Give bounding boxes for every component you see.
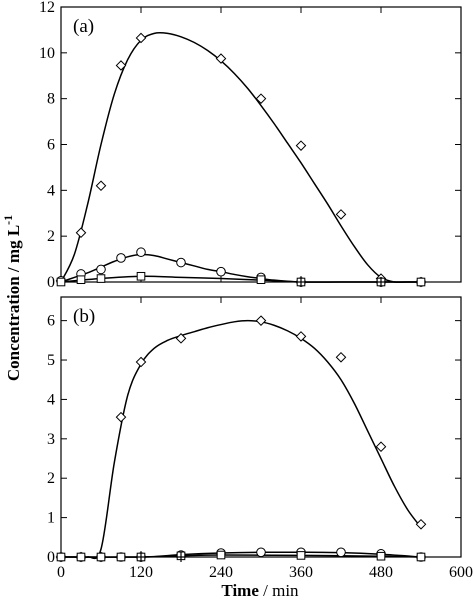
y-tick-label: 12 — [39, 0, 55, 16]
panel-b: 0 1 2 3 4 5 6 0 120 240 360 480 600 (b) — [47, 296, 473, 581]
x-tick-label: 120 — [129, 564, 153, 581]
circle-marker — [96, 264, 106, 275]
diamond-series-curve — [60, 319, 422, 560]
plus-marker — [296, 277, 306, 287]
circle-marker — [136, 247, 146, 258]
square-marker — [76, 275, 86, 285]
plus-marker — [136, 552, 146, 562]
square-marker — [256, 275, 266, 285]
square-marker — [116, 552, 126, 562]
x-axis-title-main: Time — [221, 581, 259, 600]
square-marker — [416, 552, 426, 562]
square-marker — [416, 277, 426, 287]
panel-a: 0 2 4 6 8 10 12 (a) — [39, 0, 462, 291]
square-marker — [96, 274, 106, 283]
circle-marker — [116, 253, 126, 263]
y-tick-label: 6 — [47, 137, 55, 154]
square-marker — [376, 551, 386, 561]
y-tick-label: 6 — [47, 313, 55, 330]
diamond-marker — [295, 140, 307, 151]
diamond-marker — [175, 333, 187, 344]
x-tick-label: 240 — [209, 564, 233, 581]
diamond-marker — [255, 93, 267, 104]
diamond-marker — [75, 227, 87, 239]
square-marker — [76, 552, 86, 562]
square-marker — [136, 271, 146, 281]
y-tick-label: 0 — [47, 549, 55, 566]
y-axis-title-main: Concentration / mg L — [4, 225, 23, 381]
y-tick-label: 2 — [47, 228, 55, 245]
y-tick-label: 0 — [47, 274, 55, 291]
square-marker — [216, 550, 226, 560]
diamond-marker — [115, 411, 127, 423]
square-marker — [96, 552, 106, 562]
diamond-marker — [295, 331, 307, 342]
diamond-series-points — [55, 32, 427, 288]
circle-marker — [336, 547, 346, 558]
y-tick-label: 8 — [47, 91, 55, 108]
x-tick-label: 0 — [57, 564, 65, 581]
diamond-marker — [255, 315, 267, 326]
square-series-curve — [60, 275, 421, 283]
plus-marker — [176, 552, 186, 562]
diamond-marker — [375, 441, 387, 453]
panel-label: (b) — [73, 306, 95, 327]
diamond-marker — [95, 180, 107, 192]
y-tick-label: 10 — [39, 45, 55, 62]
diamond-marker — [115, 60, 127, 71]
plus-series-points — [296, 277, 386, 287]
diamond-marker — [335, 209, 347, 220]
y-tick-label: 1 — [47, 510, 55, 527]
y-tick-label: 5 — [47, 352, 55, 369]
diamond-marker — [335, 351, 347, 363]
circle-marker — [216, 266, 226, 277]
y-tick-label: 4 — [47, 391, 55, 408]
x-axis-title-unit: / min — [259, 581, 299, 600]
x-tick-label: 360 — [289, 564, 313, 581]
circle-marker — [256, 547, 266, 558]
diamond-marker — [215, 53, 227, 64]
y-axis-title: Concentration / mg L-1 — [1, 215, 23, 381]
y-tick-label: 3 — [47, 431, 55, 448]
diamond-series-curve — [60, 31, 421, 284]
diamond-marker — [135, 356, 147, 368]
y-axis-title-exponent: -1 — [1, 215, 15, 225]
plus-series-points — [136, 552, 186, 562]
diamond-marker — [135, 32, 147, 44]
circle-marker — [176, 257, 186, 268]
panel-label: (a) — [73, 16, 94, 37]
plus-marker — [376, 277, 386, 287]
diamond-marker — [415, 518, 427, 530]
x-tick-label: 600 — [449, 564, 473, 581]
diamond-series-points — [55, 315, 427, 563]
x-axis-title: Time / min — [221, 581, 299, 600]
square-marker — [56, 552, 66, 562]
y-tick-label: 4 — [47, 182, 55, 199]
square-marker — [296, 551, 306, 560]
x-tick-label: 480 — [369, 564, 393, 581]
y-tick-label: 2 — [47, 470, 55, 487]
square-marker — [56, 277, 66, 287]
plot-frame — [60, 6, 462, 283]
